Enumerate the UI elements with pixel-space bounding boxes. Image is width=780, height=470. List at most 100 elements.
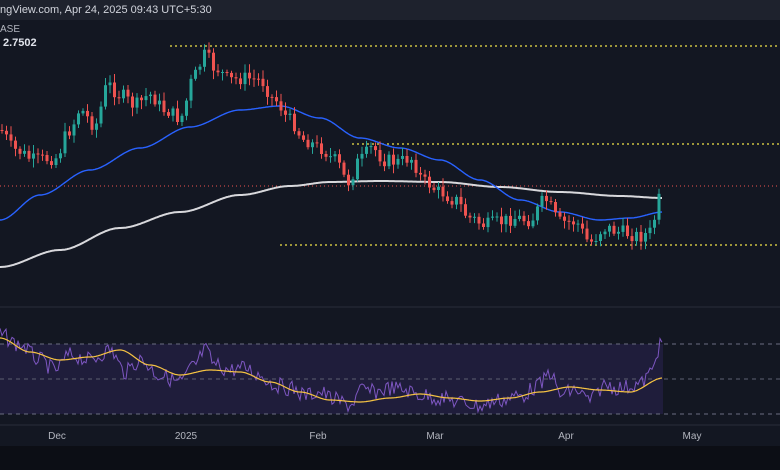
candle-body <box>558 212 562 217</box>
candle-body <box>585 228 589 240</box>
candle-body <box>527 221 530 227</box>
candle-body <box>549 201 553 203</box>
candle-body <box>531 220 535 227</box>
candle-body <box>612 225 616 234</box>
candle-body <box>135 97 139 108</box>
candle-body <box>401 156 404 159</box>
candle-body <box>504 215 508 225</box>
candle-body <box>495 216 499 218</box>
candle-body <box>432 187 436 191</box>
x-tick-label: Mar <box>426 431 444 442</box>
candle-body <box>338 154 341 163</box>
header-watermark-text: ngView.com, Apr 24, 2025 09:43 UTC+5:30 <box>0 4 212 16</box>
candle-body <box>95 123 98 130</box>
candle-body <box>54 158 58 165</box>
candle-body <box>302 135 305 140</box>
candle-body <box>459 196 463 205</box>
candle-body <box>176 108 179 122</box>
candle-body <box>293 113 296 132</box>
candle-body <box>423 174 427 177</box>
candle-body <box>257 78 260 80</box>
candle-body <box>207 49 211 53</box>
candle-body <box>369 146 373 148</box>
candle-body <box>590 239 593 242</box>
candle-body <box>567 220 571 222</box>
candle-body <box>486 217 490 228</box>
candle-body <box>225 72 229 73</box>
x-tick-label: Apr <box>558 431 574 442</box>
candle-body <box>509 215 512 226</box>
candle-body <box>189 78 193 101</box>
candle-body <box>630 236 634 242</box>
candle-body <box>657 193 661 220</box>
candle-body <box>594 241 598 242</box>
candle-body <box>144 96 148 101</box>
x-tick-label: 2025 <box>174 431 198 442</box>
chart-header: ngView.com, Apr 24, 2025 09:43 UTC+5:30 <box>0 0 780 20</box>
candle-body <box>77 113 80 125</box>
candle-body <box>72 124 76 136</box>
candle-body <box>27 150 31 159</box>
candle-body <box>356 158 359 180</box>
candle-body <box>653 219 656 228</box>
candle-body <box>122 89 125 99</box>
candle-body <box>311 142 314 148</box>
candle-body <box>603 231 607 235</box>
candle-body <box>306 139 310 148</box>
candle-body <box>441 186 445 197</box>
candle-body <box>113 82 116 98</box>
candle-body <box>410 159 413 163</box>
candle-body <box>320 143 323 154</box>
candle-body <box>414 159 418 173</box>
candle-body <box>275 97 278 102</box>
candle-body <box>14 140 17 149</box>
candle-body <box>500 216 503 225</box>
candle-body <box>383 161 386 167</box>
x-tick-label: Feb <box>309 431 327 442</box>
candle-body <box>513 219 517 226</box>
candle-body <box>158 100 161 105</box>
candle-body <box>162 100 166 113</box>
candle-body <box>279 101 283 111</box>
ma-long-line <box>0 180 662 268</box>
candle-body <box>378 150 382 162</box>
candle-body <box>167 112 170 116</box>
candle-body <box>266 86 269 97</box>
candle-body <box>153 94 157 105</box>
candle-body <box>563 216 566 221</box>
candle-body <box>419 172 422 175</box>
candle-body <box>554 202 557 213</box>
candle-body <box>81 110 85 114</box>
candle-body <box>428 176 431 188</box>
bottom-toolbar <box>0 446 780 470</box>
candle-body <box>131 96 134 108</box>
candle-body <box>396 158 400 165</box>
candle-body <box>477 216 481 224</box>
candle-body <box>446 196 449 202</box>
candle-body <box>617 231 620 234</box>
candle-body <box>198 66 202 70</box>
candle-body <box>644 233 647 242</box>
candle-body <box>347 174 350 186</box>
candle-body <box>392 154 395 165</box>
candle-body <box>140 97 143 101</box>
symbol-label: ASE <box>0 24 21 35</box>
rsi-signal-line <box>0 337 663 403</box>
candle-body <box>203 49 206 67</box>
candle-body <box>621 225 625 232</box>
candle-body <box>387 154 391 167</box>
candle-body <box>117 97 121 99</box>
candle-body <box>9 134 13 141</box>
candle-body <box>180 115 184 122</box>
candle-body <box>216 70 220 73</box>
time-axis: Dec 2025 Feb Mar Apr May <box>0 426 780 446</box>
candle-body <box>333 154 337 157</box>
candle-body <box>405 156 409 163</box>
candle-body <box>243 72 247 85</box>
candle-body <box>545 195 548 202</box>
candle-body <box>59 153 62 159</box>
candle-body <box>149 94 152 97</box>
candle-body <box>374 146 377 151</box>
candle-body <box>45 155 49 162</box>
